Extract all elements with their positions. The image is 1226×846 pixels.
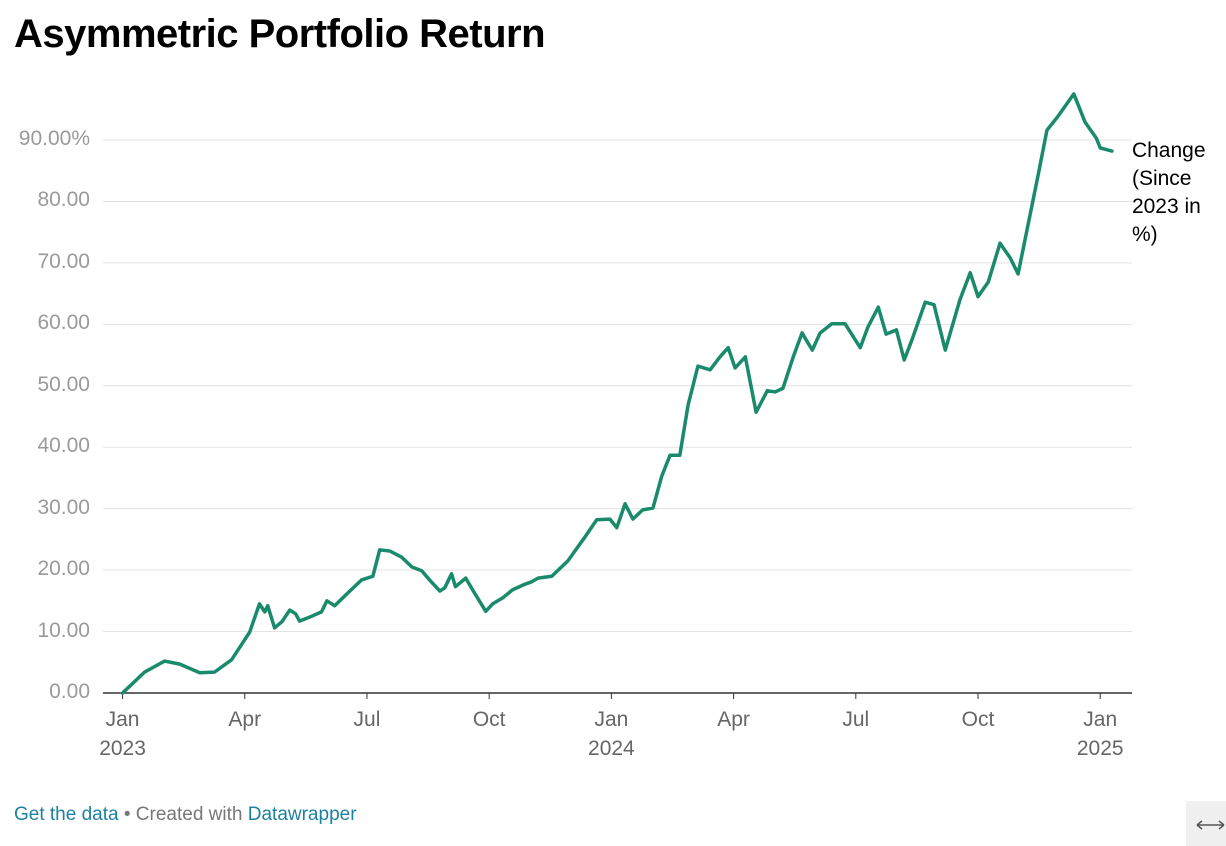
separator: •	[123, 804, 131, 825]
y-tick-label: 40.00	[37, 434, 90, 458]
x-tick-label: Oct	[472, 708, 506, 731]
x-tick-label: Apr	[717, 708, 750, 731]
y-tick-label: 0.00	[49, 680, 90, 703]
line	[120, 92, 1114, 695]
x-tick-label: Jul	[842, 708, 870, 731]
x-tick-label: Jan 2023	[99, 708, 146, 760]
x-tick-label: Oct	[961, 708, 995, 731]
y-tick-label: 10.00	[37, 618, 90, 642]
credit: Created with	[135, 804, 243, 825]
y-tick-label: 20.00	[37, 557, 90, 581]
y-tick-label: 30.00	[37, 495, 90, 519]
x-tick-label: Jul	[353, 708, 381, 731]
y-tick-label: 70.00	[37, 249, 90, 273]
y-tick-label: 60.00	[37, 311, 90, 335]
chart-title: Asymmetric Portfolio Return	[14, 12, 546, 56]
tool-link[interactable]: Datawrapper	[247, 804, 357, 825]
get-data-link[interactable]: Get the data	[14, 804, 119, 825]
y-tick-label: 90.00%	[18, 127, 90, 150]
resize-icon[interactable]	[1186, 801, 1226, 846]
footer: Get the data • Created with Datawrapper	[14, 804, 357, 826]
y-tick-label: 50.00	[37, 372, 90, 396]
x-tick-label: Jan 2024	[588, 708, 635, 760]
series-label: Change (Since 2023 in %)	[1131, 139, 1206, 247]
y-tick-label: 80.00	[37, 188, 90, 212]
x-tick-label: Apr	[228, 708, 262, 731]
x-tick-label: Jan 2025	[1076, 708, 1124, 760]
